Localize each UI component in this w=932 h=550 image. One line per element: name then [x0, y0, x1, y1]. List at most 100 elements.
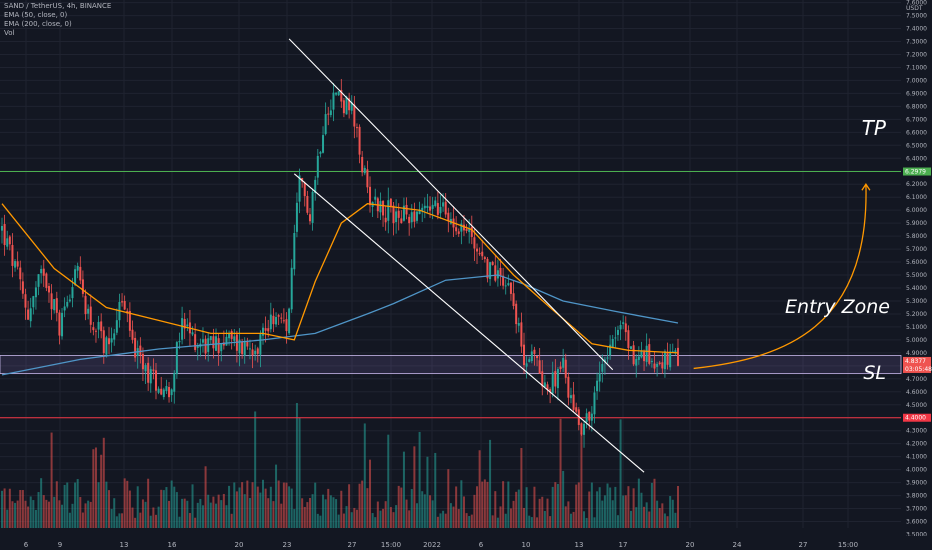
legend-ema50[interactable]: EMA (50, close, 0) [4, 11, 68, 19]
candle-down [108, 338, 111, 345]
volume-bar [402, 451, 405, 528]
price-tick-label: 7.3000 [906, 39, 927, 46]
volume-bar [144, 501, 147, 528]
channel-upper-line[interactable] [288, 38, 614, 371]
candle-down [55, 298, 58, 313]
candle-down [21, 281, 24, 294]
volume-bar [71, 503, 74, 528]
time-tick-label: 6 [479, 541, 484, 549]
candle-down [342, 100, 345, 114]
candle-up [97, 321, 100, 330]
legend-ema200[interactable]: EMA (200, close, 0) [4, 20, 72, 28]
candle-down [45, 273, 48, 288]
price-tick-label: 4.5000 [906, 402, 927, 409]
candle-up [507, 283, 510, 286]
price-tick-label: 6.9000 [906, 90, 927, 97]
candle-down [400, 218, 403, 224]
current-price-badge: 4.8377 [905, 358, 926, 365]
volume-bar [528, 515, 531, 528]
volume-bar [87, 500, 90, 528]
volume-bar [47, 501, 50, 528]
candle-up [181, 318, 184, 340]
entry-zone-box[interactable] [0, 355, 902, 375]
volume-bar [269, 486, 272, 528]
candle-down [123, 301, 126, 310]
candle-up [374, 196, 377, 200]
volume-bar [465, 513, 468, 528]
candle-down [462, 224, 465, 231]
volume-bar [533, 486, 536, 528]
volume-bar [295, 403, 298, 528]
candle-down [327, 113, 330, 115]
candle-down [340, 90, 343, 102]
candle-down [141, 353, 144, 370]
price-tick-label: 5.9000 [906, 220, 927, 227]
volume-bar [68, 512, 71, 528]
candle-down [658, 362, 661, 365]
price-tick-label: 7.4000 [906, 26, 927, 33]
candle-up [243, 340, 246, 356]
candle-down [447, 212, 450, 222]
candle-down [58, 312, 61, 336]
candle-up [61, 312, 64, 337]
price-tick-label: 3.7000 [906, 506, 927, 513]
volume-bar [588, 491, 591, 528]
candle-up [68, 299, 71, 302]
volume-bar [515, 491, 518, 528]
volume-bar [512, 500, 515, 528]
candle-up [254, 350, 257, 355]
candle-up [656, 363, 659, 367]
volume-bar [267, 498, 270, 528]
volume-bar [632, 488, 635, 528]
volume-bar [175, 492, 178, 528]
candle-down [121, 301, 124, 303]
volume-bar [449, 503, 452, 528]
candle-up [421, 207, 424, 211]
time-tick-label: 24 [733, 541, 742, 549]
volume-bar [327, 488, 330, 528]
volume-bar [653, 478, 656, 528]
candle-up [324, 114, 327, 135]
candle-up [37, 274, 40, 287]
candle-up [248, 348, 251, 350]
candle-up [562, 357, 565, 368]
candle-up [387, 200, 390, 221]
candle-down [483, 257, 486, 260]
legend-symbol[interactable]: SAND / TetherUS, 4h, BINANCE [4, 2, 112, 10]
candle-up [663, 351, 666, 370]
entry-zone-annotation[interactable]: Entry Zone [785, 296, 890, 318]
volume-bar [308, 497, 311, 528]
candle-up [337, 91, 340, 96]
candle-up [105, 337, 108, 355]
volume-bar [630, 510, 633, 528]
candle-up [622, 322, 625, 324]
candle-down [50, 293, 53, 310]
volume-bar [288, 486, 291, 528]
volume-bar [504, 513, 507, 528]
price-tick-label: 6.8000 [906, 103, 927, 110]
candle-down [476, 248, 479, 252]
time-tick-label: 6 [24, 541, 29, 549]
candle-up [637, 356, 640, 360]
volume-bar [92, 449, 95, 528]
volume-bar [348, 484, 351, 528]
candle-down [549, 389, 552, 393]
sl-annotation[interactable]: SL [863, 362, 886, 384]
volume-bar [222, 493, 225, 528]
candle-up [293, 232, 296, 270]
volume-bar [444, 513, 447, 528]
legend-volume[interactable]: Vol [4, 29, 15, 37]
candle-down [520, 322, 523, 347]
candle-down [494, 265, 497, 281]
tp-annotation[interactable]: TP [861, 116, 886, 140]
candle-down [536, 355, 539, 358]
price-tick-label: 6.4000 [906, 155, 927, 162]
volume-bar [624, 495, 627, 528]
candle-down [676, 347, 679, 366]
candle-down [632, 345, 635, 365]
channel-lower-line[interactable] [293, 173, 645, 473]
volume-bar [538, 498, 541, 528]
volume-bar [564, 506, 567, 528]
